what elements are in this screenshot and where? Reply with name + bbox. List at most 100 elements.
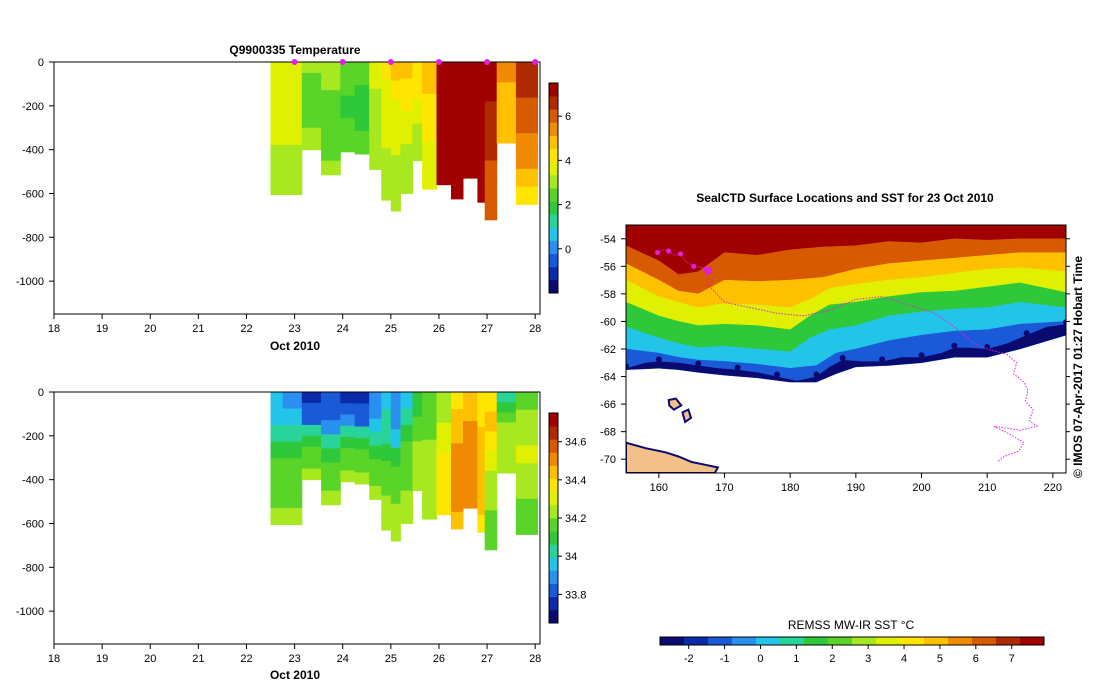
sst-colorbar-swatch — [768, 637, 773, 645]
colorbar-swatch — [549, 550, 558, 555]
ice-edge-speckle — [951, 342, 958, 349]
profile-cell — [496, 432, 517, 444]
sst-colorbar-swatch — [668, 637, 673, 645]
colorbar-swatch — [549, 158, 558, 163]
colorbar-swatch — [549, 135, 558, 140]
colorbar-swatch — [549, 531, 558, 535]
map-y-tick-label: -68 — [600, 427, 616, 439]
sst-colorbar-swatch — [912, 637, 917, 645]
sst-colorbar-swatch — [824, 637, 829, 645]
profile-cell — [422, 407, 437, 425]
y-tick-label: 0 — [38, 57, 44, 69]
colorbar-swatch — [549, 132, 558, 136]
map-y-tick-label: -70 — [600, 454, 616, 466]
profile-cell — [477, 79, 486, 98]
profile-cell — [390, 447, 401, 467]
map-y-tick-label: -60 — [600, 316, 616, 328]
profile-cell — [515, 498, 539, 518]
sst-colorbar-swatch — [692, 637, 697, 645]
colorbar-swatch — [549, 514, 558, 519]
profile-cell — [477, 514, 486, 533]
ice-edge-speckle — [813, 371, 820, 378]
profile-cell — [381, 96, 392, 115]
profile-cell — [496, 132, 517, 144]
profile-cell — [321, 62, 341, 77]
profile-cell — [515, 463, 539, 482]
sst-colorbar-swatch — [872, 637, 877, 645]
ice-edge-speckle — [774, 371, 781, 378]
profile-cell — [369, 156, 382, 170]
profile-cell — [412, 86, 423, 100]
sst-colorbar-swatch — [696, 637, 701, 645]
map-y-tick-label: -56 — [600, 261, 616, 273]
profile-cell — [400, 424, 413, 442]
profile-cell — [436, 154, 452, 170]
colorbar-swatch — [549, 171, 558, 176]
profile-cell — [321, 490, 341, 506]
sst-colorbar-swatch — [708, 637, 713, 645]
x-tick-label: 20 — [144, 653, 156, 665]
profile-cell — [301, 116, 322, 129]
profile-cell — [515, 409, 539, 429]
sst-colorbar-swatch — [772, 637, 777, 645]
profile-cell — [390, 99, 401, 119]
profile-cell — [400, 127, 413, 145]
sst-colorbar-swatch — [928, 637, 933, 645]
profile-cell — [301, 105, 322, 118]
colorbar-tick-label: 34.4 — [565, 475, 586, 487]
profile-cell — [463, 91, 478, 106]
profile-cell — [477, 497, 486, 516]
temperature-cells — [270, 62, 539, 221]
colorbar-swatch — [549, 491, 558, 496]
sst-colorbar-swatch — [860, 637, 865, 645]
profile-cell — [477, 167, 486, 186]
x-tick-label: 19 — [96, 323, 108, 335]
colorbar-swatch — [549, 240, 558, 245]
colorbar-swatch — [549, 573, 558, 578]
land-mass — [626, 441, 720, 473]
profile-cell — [354, 62, 370, 74]
profile-cell — [321, 420, 341, 435]
profile-cell — [496, 92, 517, 103]
colorbar-swatch — [549, 263, 558, 268]
sst-colorbar-swatch — [732, 637, 737, 645]
profile-cell — [451, 113, 464, 131]
profile-cell — [477, 444, 486, 463]
profile-cell — [463, 392, 478, 407]
sst-colorbar-swatch — [976, 637, 981, 645]
x-tick-label: 28 — [529, 653, 541, 665]
profile-cell — [369, 129, 382, 143]
profile-cell — [381, 495, 392, 514]
colorbar-swatch — [549, 432, 558, 437]
map-canvas — [626, 225, 1066, 473]
colorbar-swatch — [549, 220, 558, 225]
ice-edge-speckle — [879, 356, 886, 363]
profile-cell — [390, 155, 401, 175]
colorbar-swatch — [549, 495, 558, 499]
sst-colorbar-swatch — [820, 637, 825, 645]
colorbar-swatch — [549, 521, 558, 525]
profile-cell — [496, 452, 517, 464]
profile-cell — [451, 494, 464, 513]
profile-cell — [400, 144, 413, 162]
profile-cell — [515, 168, 539, 188]
colorbar-swatch — [549, 247, 558, 251]
profile-cell — [477, 479, 486, 498]
profile-cell — [477, 392, 486, 410]
profile-cell — [451, 426, 464, 444]
sst-colorbar-swatch — [676, 637, 681, 645]
sst-colorbar-swatch — [956, 637, 961, 645]
y-tick-label: -400 — [22, 145, 44, 157]
temperature-surface-markers — [291, 59, 539, 65]
profile-cell — [369, 405, 382, 420]
profile-cell — [340, 140, 356, 153]
profile-cell — [340, 436, 356, 449]
profile-cell — [412, 392, 423, 405]
profile-cell — [484, 160, 498, 181]
profile-cell — [484, 140, 498, 162]
sst-colorbar-swatch — [728, 637, 733, 645]
salinity-axes: 18 19 20 21 22 23 24 25 26 27 28 0 -200 -400 -600 -800 -… — [16, 387, 541, 665]
colorbar-swatch — [549, 445, 558, 450]
colorbar-swatch — [549, 155, 558, 159]
profile-cell — [463, 464, 478, 480]
